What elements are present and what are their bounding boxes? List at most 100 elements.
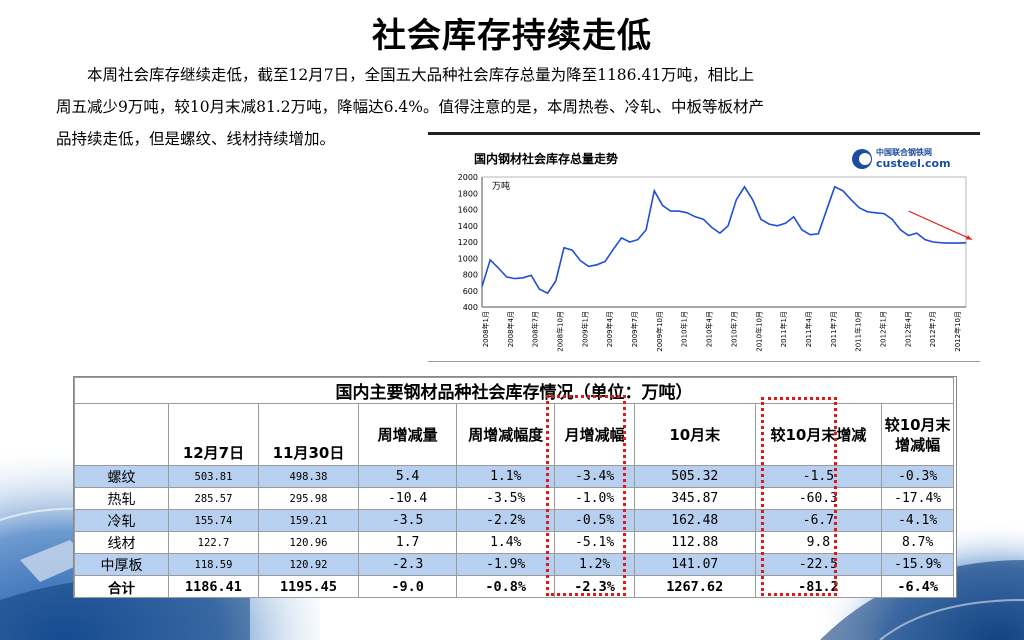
x-tick-label: 2010年7月 <box>729 311 738 347</box>
y-tick-label: 1600 <box>458 206 478 215</box>
x-tick-label: 2012年10月 <box>953 311 962 352</box>
cell-hot-rolled-month-change-pct: -1.0% <box>554 487 635 510</box>
x-tick-label: 2008年1月 <box>481 311 490 347</box>
y-tick-label: 1000 <box>458 254 478 263</box>
trend-arrow-head <box>966 235 972 240</box>
cell-cold-rolled-product: 冷轧 <box>73 509 170 532</box>
cell-total-vs-oct-change-pct: -6.4% <box>881 575 954 598</box>
x-tick-label: 2010年10月 <box>754 311 763 352</box>
cell-wire-rod-nov30: 120.96 <box>257 531 360 554</box>
cell-rebar-oct-end: 505.32 <box>633 465 756 488</box>
header-vs-oct-change-pct: 较10月末增减幅 <box>881 403 954 466</box>
cell-medium-plate-week-change: -2.3 <box>358 553 458 576</box>
table-row-hot-rolled: 热轧 285.57 295.98 -10.4 -3.5% -1.0% 345.87 -60.3… <box>73 487 954 510</box>
y-tick-label: 600 <box>463 287 478 296</box>
table-caption: 国内主要钢材品种社会库存情况（单位：万吨） <box>74 377 954 404</box>
y-tick-label: 1400 <box>458 222 478 231</box>
chart-title: 国内钢材社会库存总量走势 <box>474 151 618 166</box>
cell-rebar-vs-oct-change-pct: -0.3% <box>881 465 954 488</box>
cell-wire-rod-week-change-pct: 1.4% <box>456 531 556 554</box>
x-tick-label: 2009年7月 <box>630 311 639 347</box>
cell-medium-plate-week-change-pct: -1.9% <box>456 553 556 576</box>
cell-hot-rolled-oct-end: 345.87 <box>633 487 756 510</box>
cell-rebar-dec7: 503.81 <box>168 465 259 488</box>
table-row-wire-rod: 线材 122.7 120.96 1.7 1.4% -5.1% 112.88 9.8 8.7% <box>73 531 954 554</box>
cell-total-oct-end: 1267.62 <box>633 575 756 598</box>
x-tick-label: 2012年4月 <box>903 311 912 347</box>
header-week-change-pct: 周增减幅度 <box>456 403 556 466</box>
cell-rebar-week-change: 5.4 <box>358 465 458 488</box>
x-tick-label: 2011年10月 <box>854 311 863 352</box>
header-oct-end: 10月末 <box>633 403 756 466</box>
x-tick-label: 2009年1月 <box>580 311 589 347</box>
y-tick-label: 800 <box>463 271 478 280</box>
header-month-change-pct: 月增减幅 <box>554 403 635 466</box>
cell-medium-plate-vs-oct-change-pct: -15.9% <box>881 553 954 576</box>
cell-hot-rolled-product: 热轧 <box>73 487 170 510</box>
logo-text-top: 中国联合钢铁网 <box>876 147 932 157</box>
logo-text-bottom: custeel.com <box>876 157 951 170</box>
cell-rebar-week-change-pct: 1.1% <box>456 465 556 488</box>
x-tick-label: 2009年4月 <box>605 311 614 347</box>
cell-total-vs-oct-change: -81.2 <box>754 575 883 598</box>
header-week-change: 周增减量 <box>358 403 458 466</box>
x-tick-label: 2012年1月 <box>878 311 887 347</box>
chart-svg: 国内钢材社会库存总量走势 万吨 中国联合钢铁网 custeel.com 2000… <box>458 147 973 352</box>
header-dec7: 12月7日 <box>168 403 259 466</box>
cell-total-week-change-pct: -0.8% <box>456 575 556 598</box>
paragraph-line-1: 本周社会库存继续走低，截至12月7日，全国五大品种社会库存总量为降至1186.4… <box>56 66 755 84</box>
cell-cold-rolled-nov30: 159.21 <box>257 509 360 532</box>
x-tick-label: 2008年10月 <box>556 311 565 352</box>
cell-medium-plate-vs-oct-change: -22.5 <box>754 553 883 576</box>
header-nov30: 11月30日 <box>257 403 360 466</box>
series-line-inventory <box>481 185 967 295</box>
cell-wire-rod-month-change-pct: -5.1% <box>554 531 635 554</box>
cell-medium-plate-nov30: 120.92 <box>257 553 360 576</box>
cell-hot-rolled-vs-oct-change: -60.3 <box>754 487 883 510</box>
cell-total-month-change-pct: -2.3% <box>554 575 635 598</box>
cell-cold-rolled-week-change-pct: -2.2% <box>456 509 556 532</box>
inventory-chart: 国内钢材社会库存总量走势 万吨 中国联合钢铁网 custeel.com 2000… <box>428 132 980 362</box>
cell-total-nov30: 1195.45 <box>257 575 360 598</box>
x-tick-label: 2009年10月 <box>655 311 664 352</box>
cell-medium-plate-month-change-pct: 1.2% <box>554 553 635 576</box>
x-tick-label: 2010年1月 <box>680 311 689 347</box>
cell-rebar-month-change-pct: -3.4% <box>554 465 635 488</box>
cell-wire-rod-dec7: 122.7 <box>168 531 259 554</box>
inventory-table: 国内主要钢材品种社会库存情况（单位：万吨） 12月7日 11月30日 周增减量 … <box>73 376 957 598</box>
table-row-medium-plate: 中厚板 118.59 120.92 -2.3 -1.9% 1.2% 141.07 -22.5-… <box>73 553 954 576</box>
cell-rebar-vs-oct-change: -1.5 <box>754 465 883 488</box>
x-tick-label: 2008年7月 <box>531 311 540 347</box>
x-tick-label: 2011年4月 <box>804 311 813 347</box>
cell-medium-plate-oct-end: 141.07 <box>633 553 756 576</box>
cell-hot-rolled-vs-oct-change-pct: -17.4% <box>881 487 954 510</box>
cell-wire-rod-oct-end: 112.88 <box>633 531 756 554</box>
cell-hot-rolled-week-change: -10.4 <box>358 487 458 510</box>
x-tick-label: 2011年7月 <box>829 311 838 347</box>
cell-wire-rod-vs-oct-change-pct: 8.7% <box>881 531 954 554</box>
cell-cold-rolled-week-change: -3.5 <box>358 509 458 532</box>
cell-hot-rolled-nov30: 295.98 <box>257 487 360 510</box>
chart-ylabel: 万吨 <box>492 180 510 192</box>
y-tick-label: 1800 <box>458 189 478 198</box>
cell-cold-rolled-vs-oct-change-pct: -4.1% <box>881 509 954 532</box>
paragraph-line-2: 周五减少9万吨，较10月末减81.2万吨，降幅达6.4%。值得注意的是，本周热卷… <box>56 98 764 116</box>
plot-frame <box>481 176 967 308</box>
cell-hot-rolled-week-change-pct: -3.5% <box>456 487 556 510</box>
x-tick-label: 2011年1月 <box>779 311 788 347</box>
table-row-cold-rolled: 冷轧 155.74 159.21 -3.5 -2.2% -0.5% 162.48 -6.7 -4… <box>73 509 954 532</box>
slide-title: 社会库存持续走低 <box>372 16 652 56</box>
cell-wire-rod-week-change: 1.7 <box>358 531 458 554</box>
cell-cold-rolled-month-change-pct: -0.5% <box>554 509 635 532</box>
cell-cold-rolled-dec7: 155.74 <box>168 509 259 532</box>
cell-cold-rolled-oct-end: 162.48 <box>633 509 756 532</box>
cell-wire-rod-product: 线材 <box>73 531 170 554</box>
paragraph-line-3: 品持续走低，但是螺纹、线材持续增加。 <box>56 130 336 148</box>
cell-rebar-nov30: 498.38 <box>257 465 360 488</box>
x-tick-label: 2010年4月 <box>705 311 714 347</box>
y-tick-label: 400 <box>463 303 478 312</box>
cell-wire-rod-vs-oct-change: 9.8 <box>754 531 883 554</box>
header-vs-oct-change: 较10月末增减 <box>754 403 883 466</box>
cell-hot-rolled-dec7: 285.57 <box>168 487 259 510</box>
trend-arrow <box>908 210 973 241</box>
